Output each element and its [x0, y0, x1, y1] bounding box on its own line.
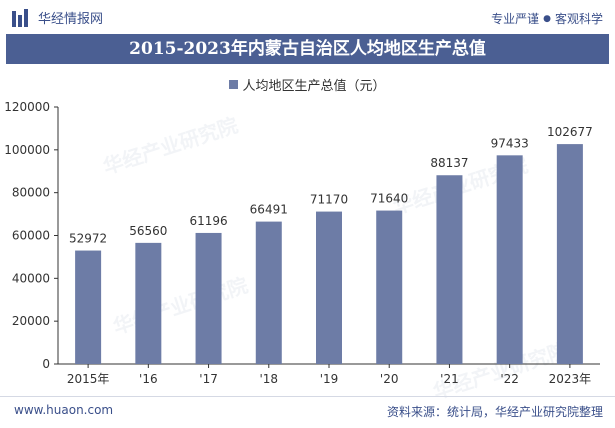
bar-value-label: 56560 — [129, 224, 167, 238]
x-tick-label: '18 — [259, 372, 278, 386]
x-tick-label: '19 — [320, 372, 339, 386]
chart-title: 2015-2023年内蒙古自治区人均地区生产总值 — [6, 34, 609, 64]
top-bar: 华经情报网 专业严谨 ● 客观科学 — [0, 0, 615, 34]
slogan: 专业严谨 ● 客观科学 — [491, 10, 603, 27]
slogan-left: 专业严谨 — [491, 12, 540, 26]
legend-label: 人均地区生产总值（元） — [242, 79, 386, 94]
bar — [255, 221, 282, 364]
bar-value-label: 102677 — [547, 125, 593, 139]
y-tick-label: 60000 — [12, 229, 50, 243]
bar — [556, 144, 583, 364]
y-tick-label: 0 — [42, 357, 50, 371]
bar-value-label: 71170 — [310, 193, 348, 207]
bar-value-label: 61196 — [189, 214, 227, 228]
x-tick-label: '22 — [500, 372, 519, 386]
bar-logo-icon — [12, 8, 32, 27]
bar — [195, 232, 222, 364]
y-tick-label: 20000 — [12, 314, 50, 328]
bar-chart: 0 20000 40000 60000 80000 100000 120000 52972 20… — [4, 100, 600, 386]
bar — [135, 242, 162, 364]
bar — [496, 155, 523, 364]
bar — [75, 250, 102, 364]
logo-text: 华经情报网 — [38, 12, 104, 27]
bar-value-label: 52972 — [69, 232, 107, 246]
bar — [436, 175, 463, 364]
x-tick-label: '17 — [199, 372, 218, 386]
y-tick-label: 100000 — [4, 143, 50, 157]
y-tick-label: 80000 — [12, 186, 50, 200]
bar-value-label: 88137 — [430, 156, 468, 170]
logo[interactable]: 华经情报网 — [12, 8, 103, 27]
footer-url[interactable]: www.huaon.com — [14, 403, 114, 417]
x-tick-label: '21 — [440, 372, 459, 386]
y-tick-label: 40000 — [12, 271, 50, 285]
bar-value-label: 71640 — [370, 192, 408, 206]
x-tick-label: 2015年 — [67, 372, 110, 386]
bar-value-label: 97433 — [491, 136, 529, 150]
x-tick-label: 2023年 — [549, 372, 592, 386]
chart-legend: 人均地区生产总值（元） — [0, 75, 615, 94]
legend-swatch — [229, 80, 239, 89]
x-tick-label: '16 — [139, 372, 158, 386]
y-tick-label: 120000 — [4, 100, 50, 114]
x-tick-label: '20 — [380, 372, 399, 386]
bar — [376, 210, 403, 364]
footer-source: 资料来源：统计局，华经产业研究院整理 — [386, 405, 603, 419]
slogan-right: 客观科学 — [554, 12, 603, 26]
bullet-dot-icon: ● — [543, 13, 551, 24]
bar — [316, 211, 342, 364]
footer: www.huaon.com 资料来源：统计局，华经产业研究院整理 — [0, 396, 615, 428]
bar-value-label: 66491 — [250, 203, 288, 217]
